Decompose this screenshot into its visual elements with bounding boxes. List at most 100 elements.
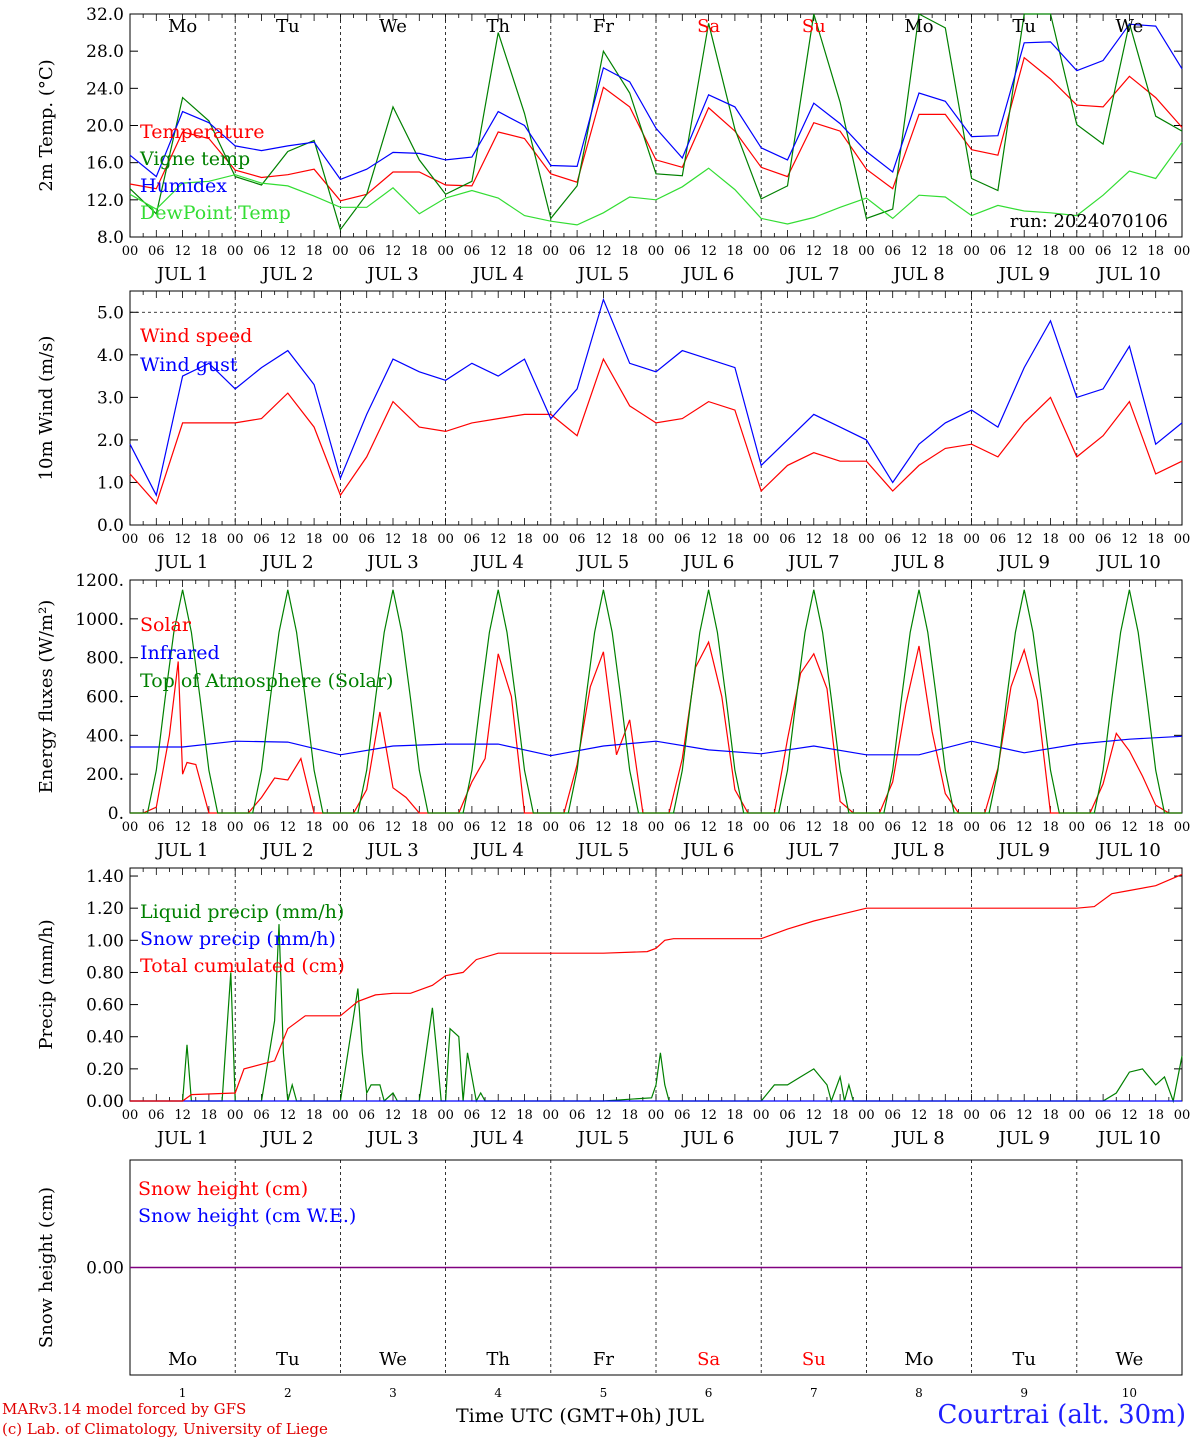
weekday-label: Mo xyxy=(904,1349,933,1370)
day-label: JUL 8 xyxy=(891,1128,945,1149)
legend-entry: Wind speed xyxy=(140,325,252,347)
y-tick-label: 5.0 xyxy=(97,303,124,323)
hour-label: 00 xyxy=(437,244,454,259)
hour-label: 18 xyxy=(1042,244,1059,259)
hour-label: 18 xyxy=(516,532,533,547)
hour-label: 12 xyxy=(385,820,402,835)
hour-label: 18 xyxy=(201,1108,218,1123)
hour-label: 18 xyxy=(727,1108,744,1123)
weekday-label: Mo xyxy=(168,16,197,37)
hour-label: 12 xyxy=(700,532,717,547)
hour-label: 00 xyxy=(1174,820,1191,835)
day-label: JUL 8 xyxy=(891,264,945,285)
hour-label: 06 xyxy=(990,532,1007,547)
day-label: JUL 3 xyxy=(365,840,419,861)
hour-label: 12 xyxy=(595,1108,612,1123)
hour-label: 18 xyxy=(516,1108,533,1123)
day-label: JUL 7 xyxy=(786,264,840,285)
legend-entry: Infrared xyxy=(140,642,220,664)
y-tick-label: 1.20 xyxy=(86,899,124,919)
y-tick-label: 3.0 xyxy=(97,388,124,408)
day-label: JUL 9 xyxy=(996,840,1050,861)
hour-label: 12 xyxy=(490,820,507,835)
weekday-label: Su xyxy=(802,16,826,37)
hour-label: 18 xyxy=(937,532,954,547)
hour-label: 18 xyxy=(727,244,744,259)
hour-label: 18 xyxy=(411,244,428,259)
y-tick-label: 0.40 xyxy=(86,1028,124,1048)
hour-label: 06 xyxy=(569,1108,586,1123)
hour-label: 06 xyxy=(358,1108,375,1123)
hour-label: 00 xyxy=(753,1108,770,1123)
y-tick-label: 0.60 xyxy=(86,996,124,1016)
hour-label: 06 xyxy=(253,532,270,547)
day-label: JUL 6 xyxy=(681,1128,735,1149)
day-label: JUL 10 xyxy=(1096,264,1161,285)
day-number: 2 xyxy=(284,1386,292,1400)
hour-label: 06 xyxy=(148,820,165,835)
hour-label: 12 xyxy=(1016,244,1033,259)
day-label: JUL 7 xyxy=(786,1128,840,1149)
hour-label: 18 xyxy=(1147,532,1164,547)
day-label: JUL 8 xyxy=(891,552,945,573)
hour-label: 18 xyxy=(306,820,323,835)
hour-label: 18 xyxy=(1042,532,1059,547)
hour-label: 06 xyxy=(253,820,270,835)
series-line xyxy=(129,13,1183,231)
copyright-credit: (c) Lab. of Climatology, University of L… xyxy=(2,1420,328,1438)
day-label: JUL 10 xyxy=(1096,840,1161,861)
hour-label: 06 xyxy=(358,244,375,259)
day-number: 5 xyxy=(600,1386,608,1400)
weekday-label: We xyxy=(379,1349,407,1370)
weekday-label: We xyxy=(1116,1349,1144,1370)
day-label: JUL 10 xyxy=(1096,1128,1161,1149)
hour-label: 18 xyxy=(306,244,323,259)
hour-label: 12 xyxy=(1016,1108,1033,1123)
y-tick-label: 28.0 xyxy=(86,42,124,62)
station-name: Courtrai (alt. 30m) xyxy=(937,1400,1187,1430)
hour-label: 06 xyxy=(569,532,586,547)
hour-label: 18 xyxy=(621,244,638,259)
hour-label: 00 xyxy=(858,1108,875,1123)
day-number: 8 xyxy=(915,1386,923,1400)
hour-label: 18 xyxy=(727,820,744,835)
hour-label: 18 xyxy=(1147,820,1164,835)
weekday-label: Tu xyxy=(1012,1349,1036,1370)
y-tick-label: 24.0 xyxy=(86,79,124,99)
y-tick-label: 400. xyxy=(86,726,124,746)
hour-label: 00 xyxy=(648,820,665,835)
hour-label: 18 xyxy=(1042,820,1059,835)
day-number: 9 xyxy=(1020,1386,1028,1400)
weekday-label: Tu xyxy=(276,1349,300,1370)
y-tick-label: 1.0 xyxy=(97,473,124,493)
y-tick-label: 20.0 xyxy=(86,117,124,137)
y-tick-label: 12.0 xyxy=(86,191,124,211)
y-tick-label: 1000. xyxy=(75,610,124,630)
hour-label: 18 xyxy=(1147,1108,1164,1123)
legend-entry: Total cumulated (cm) xyxy=(140,955,345,977)
hour-label: 00 xyxy=(963,532,980,547)
y-tick-label: 0.80 xyxy=(86,963,124,983)
hour-label: 00 xyxy=(648,244,665,259)
hour-label: 12 xyxy=(280,532,297,547)
hour-label: 00 xyxy=(753,532,770,547)
hour-label: 00 xyxy=(543,1108,560,1123)
hour-label: 18 xyxy=(306,532,323,547)
hour-label: 12 xyxy=(1016,532,1033,547)
hour-label: 00 xyxy=(648,532,665,547)
hour-label: 06 xyxy=(674,1108,691,1123)
hour-label: 18 xyxy=(621,532,638,547)
day-label: JUL 3 xyxy=(365,552,419,573)
day-label: JUL 1 xyxy=(155,840,209,861)
y-tick-label: 4.0 xyxy=(97,346,124,366)
weekday-label: Th xyxy=(486,1349,510,1370)
legend-entry: Snow height (cm W.E.) xyxy=(138,1205,356,1227)
series-line xyxy=(130,735,1183,757)
legend-entry: Top of Atmosphere (Solar) xyxy=(140,670,393,692)
hour-label: 12 xyxy=(911,532,928,547)
hour-label: 12 xyxy=(385,244,402,259)
hour-label: 18 xyxy=(516,244,533,259)
y-tick-label: 1.00 xyxy=(86,931,124,951)
day-label: JUL 5 xyxy=(576,552,630,573)
weekday-label: Fr xyxy=(593,1349,614,1370)
